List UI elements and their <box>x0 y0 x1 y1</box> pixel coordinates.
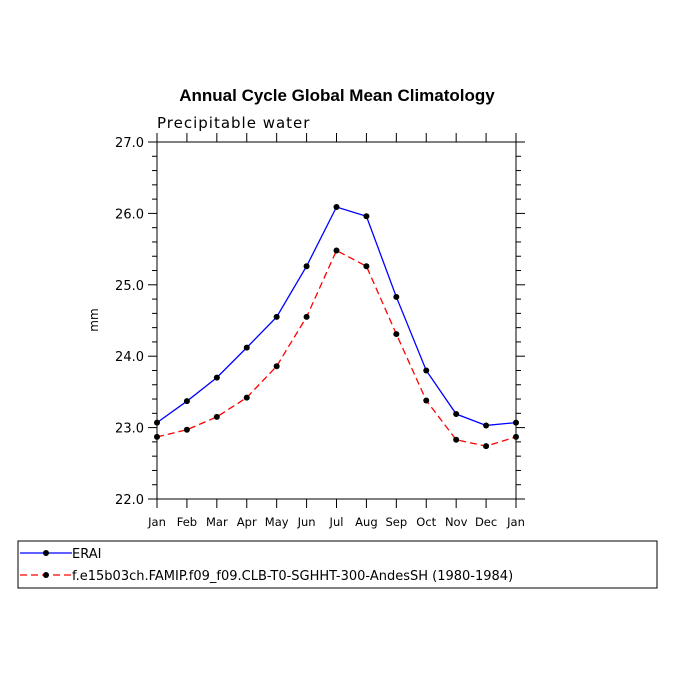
series-0-point <box>213 374 220 381</box>
series-1-point <box>363 263 370 270</box>
series-line-0 <box>156 206 517 427</box>
series-0-point <box>393 293 400 300</box>
chart-title: Annual Cycle Global Mean Climatology <box>179 86 495 105</box>
series-1-point <box>273 363 280 370</box>
x-tick-label: Nov <box>445 515 468 529</box>
series-0-point <box>453 411 460 418</box>
series-0-point <box>363 213 370 220</box>
y-tick-label: 22.0 <box>115 493 144 508</box>
series-1-point <box>183 426 190 433</box>
x-ticks: Jan Feb Mar Apr May Jun Jul Aug Sep Oct Nov Dec Jan <box>147 133 525 529</box>
series-1-point <box>453 436 460 443</box>
x-tick-label: Jan <box>506 515 525 529</box>
x-tick-label: Jun <box>297 515 316 529</box>
series-1-point <box>333 247 340 254</box>
x-tick-label: Dec <box>475 515 497 529</box>
legend-label-0: ERAI <box>72 547 101 562</box>
x-tick-label: Mar <box>206 515 228 529</box>
series-0-point <box>243 344 250 351</box>
chart-subtitle: Precipitable water <box>157 114 310 132</box>
legend-marker-0 <box>43 550 49 556</box>
series-1-point <box>243 394 250 401</box>
series-1-point <box>303 313 310 320</box>
y-axis-label: mm <box>87 308 101 331</box>
legend-box <box>17 540 658 589</box>
series-1-point <box>423 397 430 404</box>
plot-frame <box>156 141 517 500</box>
x-tick-label: Oct <box>416 515 436 529</box>
x-tick-label: Apr <box>237 515 257 529</box>
y-tick-label: 26.0 <box>115 207 144 222</box>
series-0-point <box>183 398 190 405</box>
y-tick-label: 24.0 <box>115 350 144 365</box>
y-tick-label: 25.0 <box>115 279 144 294</box>
series-0-point <box>333 203 340 210</box>
x-tick-label: Aug <box>355 515 377 529</box>
y-ticks: 22.0 23.0 24.0 25.0 26.0 27.0 <box>115 136 525 508</box>
y-tick-label: 23.0 <box>115 422 144 437</box>
x-tick-label: Jan <box>147 515 166 529</box>
legend-label-1: f.e15b03ch.FAMIP.f09_f09.CLB-T0-SGHHT-30… <box>72 569 513 584</box>
x-tick-label: May <box>265 515 289 529</box>
legend-marker-1 <box>43 572 49 578</box>
series-0-point <box>303 263 310 270</box>
series-1-point <box>483 443 490 450</box>
x-tick-label: Feb <box>177 515 197 529</box>
y-tick-label: 27.0 <box>115 136 144 151</box>
series-0-point <box>483 422 490 429</box>
x-tick-label: Sep <box>385 515 407 529</box>
series-0-point <box>273 313 280 320</box>
x-tick-label: Jul <box>329 515 344 529</box>
series-1-point <box>213 413 220 420</box>
series-0-point <box>423 367 430 374</box>
legend: ERAI f.e15b03ch.FAMIP.f09_f09.CLB-T0-SGHH… <box>17 540 658 589</box>
series-layer <box>154 203 519 450</box>
series-1-point <box>393 331 400 338</box>
